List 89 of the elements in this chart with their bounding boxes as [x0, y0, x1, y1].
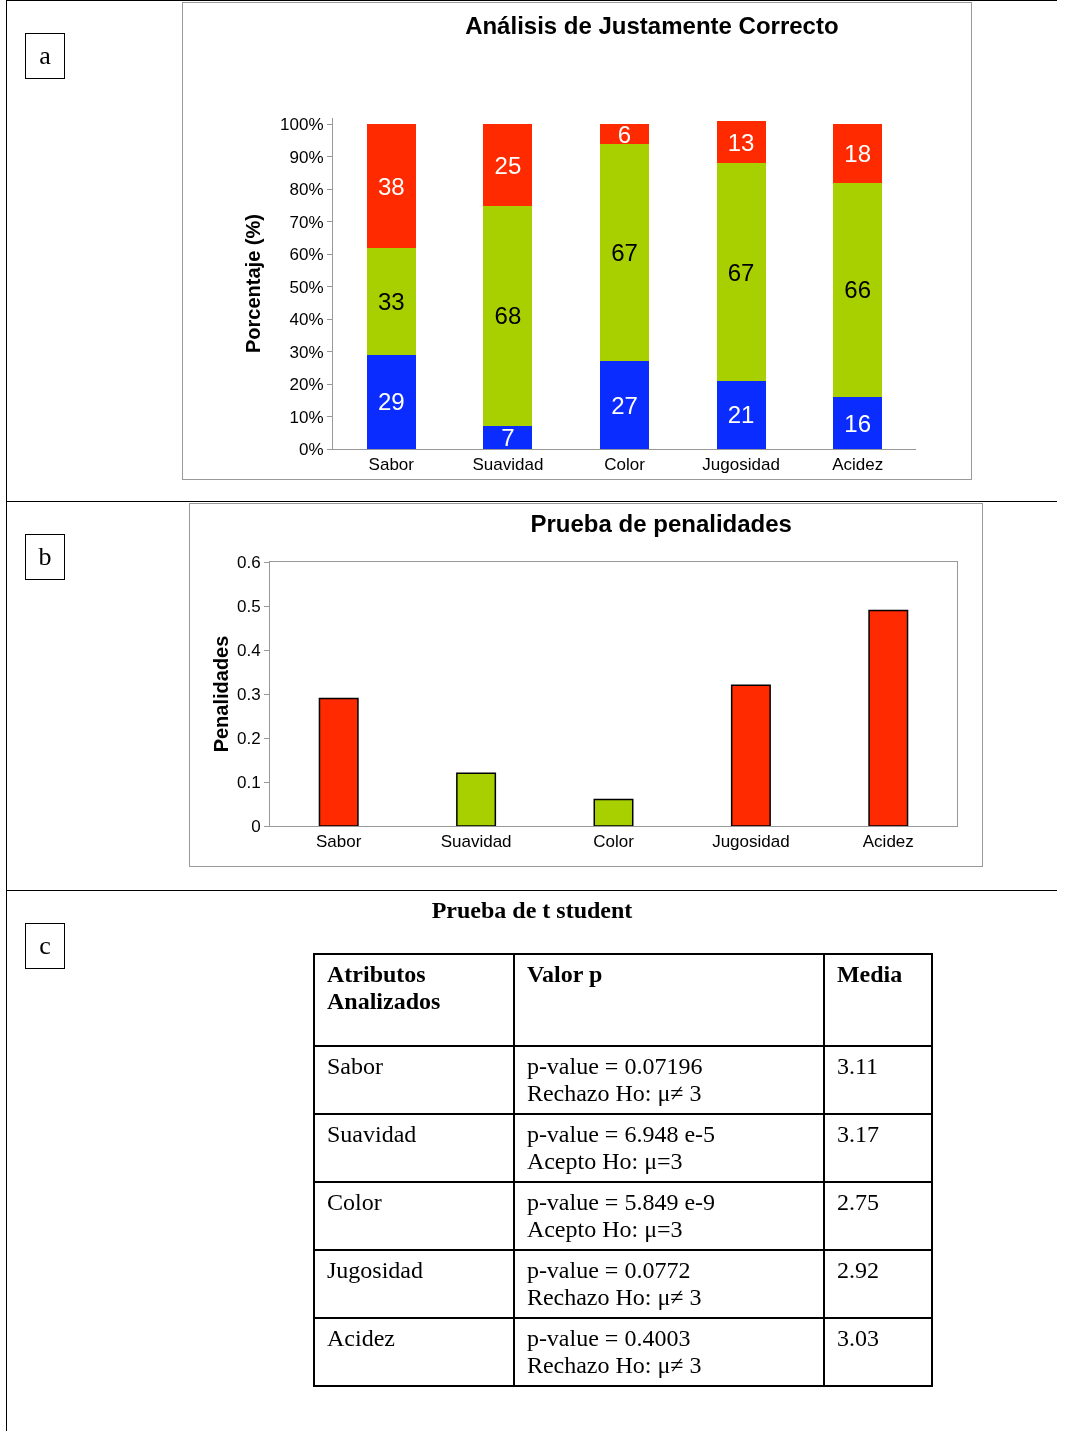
text: p-value = 6.948 e-5 Acepto Ho: μ=3 — [513, 1114, 824, 1182]
text: b — [25, 534, 65, 580]
y-tick-label: 0.5 — [236, 596, 261, 616]
x-tick-label: Suavidad — [472, 455, 544, 475]
data-label: 33 — [377, 287, 405, 315]
bar — [593, 798, 634, 826]
chart-title: Análisis de Justamente Correcto — [465, 12, 839, 40]
bar — [833, 182, 883, 398]
x-tick-label: Jugosidad — [712, 832, 790, 852]
bar — [483, 426, 533, 449]
y-tick-label: 80% — [289, 180, 324, 200]
y-tick-label: 70% — [289, 212, 324, 232]
data-label: 38 — [377, 172, 405, 200]
y-tick-label: 10% — [289, 407, 324, 427]
bar — [716, 121, 766, 164]
text: Prueba de t student — [430, 896, 634, 924]
text: p-value = 5.849 e-9 Acepto Ho: μ=3 — [513, 1182, 824, 1250]
text: Media — [823, 954, 932, 1046]
y-tick-label: 100% — [280, 115, 324, 135]
text: 2.75 — [823, 1182, 932, 1250]
y-tick-label: 0.6 — [236, 552, 261, 572]
bar — [600, 143, 649, 362]
data-label: 21 — [727, 401, 755, 429]
bar — [730, 684, 771, 826]
data-label: 67 — [611, 239, 638, 267]
text: Atributos Analizados — [314, 954, 514, 1046]
bar — [600, 361, 649, 449]
y-tick-label: 0.1 — [236, 772, 261, 792]
y-axis-title: Penalidades — [210, 635, 233, 753]
bar — [868, 609, 909, 826]
bar — [366, 247, 416, 355]
data-label: 29 — [377, 388, 405, 416]
text: p-value = 0.4003 Rechazo Ho: μ≠ 3 — [513, 1318, 824, 1386]
bar — [366, 124, 416, 248]
data-label: 13 — [727, 128, 755, 156]
y-tick-label: 30% — [289, 342, 324, 362]
bar — [483, 124, 533, 206]
bar — [716, 380, 766, 449]
text: Suavidad — [314, 1114, 514, 1182]
x-tick-label: Color — [604, 455, 646, 475]
data-label: 27 — [611, 391, 638, 419]
y-tick-label: 50% — [289, 277, 324, 297]
text: p-value = 0.07196 Rechazo Ho: μ≠ 3 — [513, 1046, 824, 1114]
y-tick-label: 20% — [289, 375, 324, 395]
data-label: 18 — [844, 140, 872, 168]
x-tick-label: Suavidad — [440, 832, 512, 852]
text: 3.11 — [823, 1046, 932, 1114]
x-tick-label: Acidez — [832, 455, 884, 475]
bar — [833, 397, 883, 449]
text: Acidez — [314, 1318, 514, 1386]
data-label: 6 — [617, 120, 632, 148]
x-tick-label: Color — [593, 832, 635, 852]
text: 2.92 — [823, 1250, 932, 1318]
data-label: 68 — [494, 302, 522, 330]
x-tick-label: Sabor — [316, 832, 362, 852]
bar — [600, 124, 649, 144]
bar — [456, 772, 497, 826]
x-tick-label: Sabor — [368, 455, 415, 475]
y-tick-label: 60% — [289, 245, 324, 265]
y-tick-label: 90% — [289, 147, 324, 167]
bar — [318, 697, 359, 826]
bar — [366, 354, 416, 449]
text: 3.03 — [823, 1318, 932, 1386]
x-tick-label: Jugosidad — [702, 455, 780, 475]
bar — [716, 163, 766, 381]
bar — [483, 205, 533, 427]
y-tick-label: 40% — [289, 310, 324, 330]
y-axis-title: Porcentaje (%) — [241, 214, 264, 353]
text: c — [25, 923, 65, 969]
text: Valor p — [513, 954, 824, 1046]
y-tick-label: 0.3 — [236, 684, 261, 704]
text: p-value = 0.0772 Rechazo Ho: μ≠ 3 — [513, 1250, 824, 1318]
data-label: 16 — [844, 409, 872, 437]
text: Sabor — [314, 1046, 514, 1114]
y-tick-label: 0.4 — [236, 640, 261, 660]
text: a — [25, 33, 65, 79]
chart-title: Prueba de penalidades — [530, 509, 792, 537]
text: Color — [314, 1182, 514, 1250]
y-tick-label: 0% — [299, 439, 324, 459]
x-tick-label: Acidez — [862, 832, 914, 852]
y-tick-label: 0.2 — [236, 728, 261, 748]
data-label: 7 — [501, 424, 515, 452]
data-label: 67 — [727, 258, 755, 286]
data-label: 25 — [494, 151, 522, 179]
bar — [833, 124, 883, 183]
text: 3.17 — [823, 1114, 932, 1182]
data-label: 66 — [844, 276, 872, 304]
y-tick-label: 0 — [251, 816, 261, 836]
text: Jugosidad — [314, 1250, 514, 1318]
